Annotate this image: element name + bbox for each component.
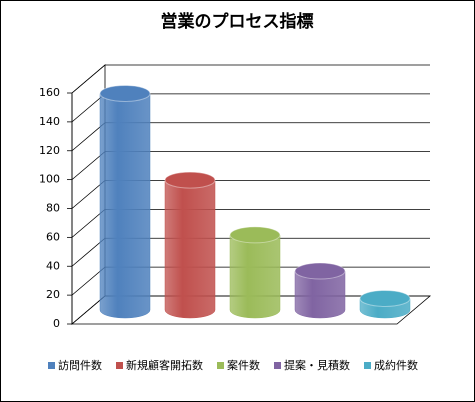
cylinder [99, 93, 151, 319]
grid-line [71, 64, 430, 94]
legend-swatch [364, 362, 371, 369]
cylinder [294, 270, 346, 319]
y-tick-label: 80 [46, 202, 60, 215]
legend-label: 成約件数 [374, 358, 418, 372]
y-tick-label: 120 [39, 144, 60, 157]
legend-swatch [48, 362, 55, 369]
legend-swatch [116, 362, 123, 369]
y-tick-label: 160 [39, 86, 60, 99]
cylinder [229, 234, 281, 319]
cylinder-top [294, 262, 346, 280]
cylinder-top [229, 226, 281, 244]
legend-swatch [217, 362, 224, 369]
cylinder-top [359, 289, 411, 307]
legend-label: 提案・見積数 [284, 358, 350, 372]
y-tick-label: 40 [46, 259, 60, 272]
legend-label: 新規顧客開拓数 [126, 358, 203, 372]
y-tick-label: 20 [46, 288, 60, 301]
cylinder-top [164, 171, 216, 189]
cylinder-top [99, 84, 151, 102]
cylinder [164, 179, 216, 319]
y-tick-label: 0 [53, 317, 60, 330]
y-tick-label: 60 [46, 230, 60, 243]
y-tick-label: 140 [39, 115, 60, 128]
legend-label: 訪問件数 [58, 358, 102, 372]
legend-swatch [274, 362, 281, 369]
y-tick-label: 100 [39, 173, 60, 186]
legend-label: 案件数 [227, 358, 260, 372]
chart-title: 営業のプロセス指標 [161, 11, 314, 32]
